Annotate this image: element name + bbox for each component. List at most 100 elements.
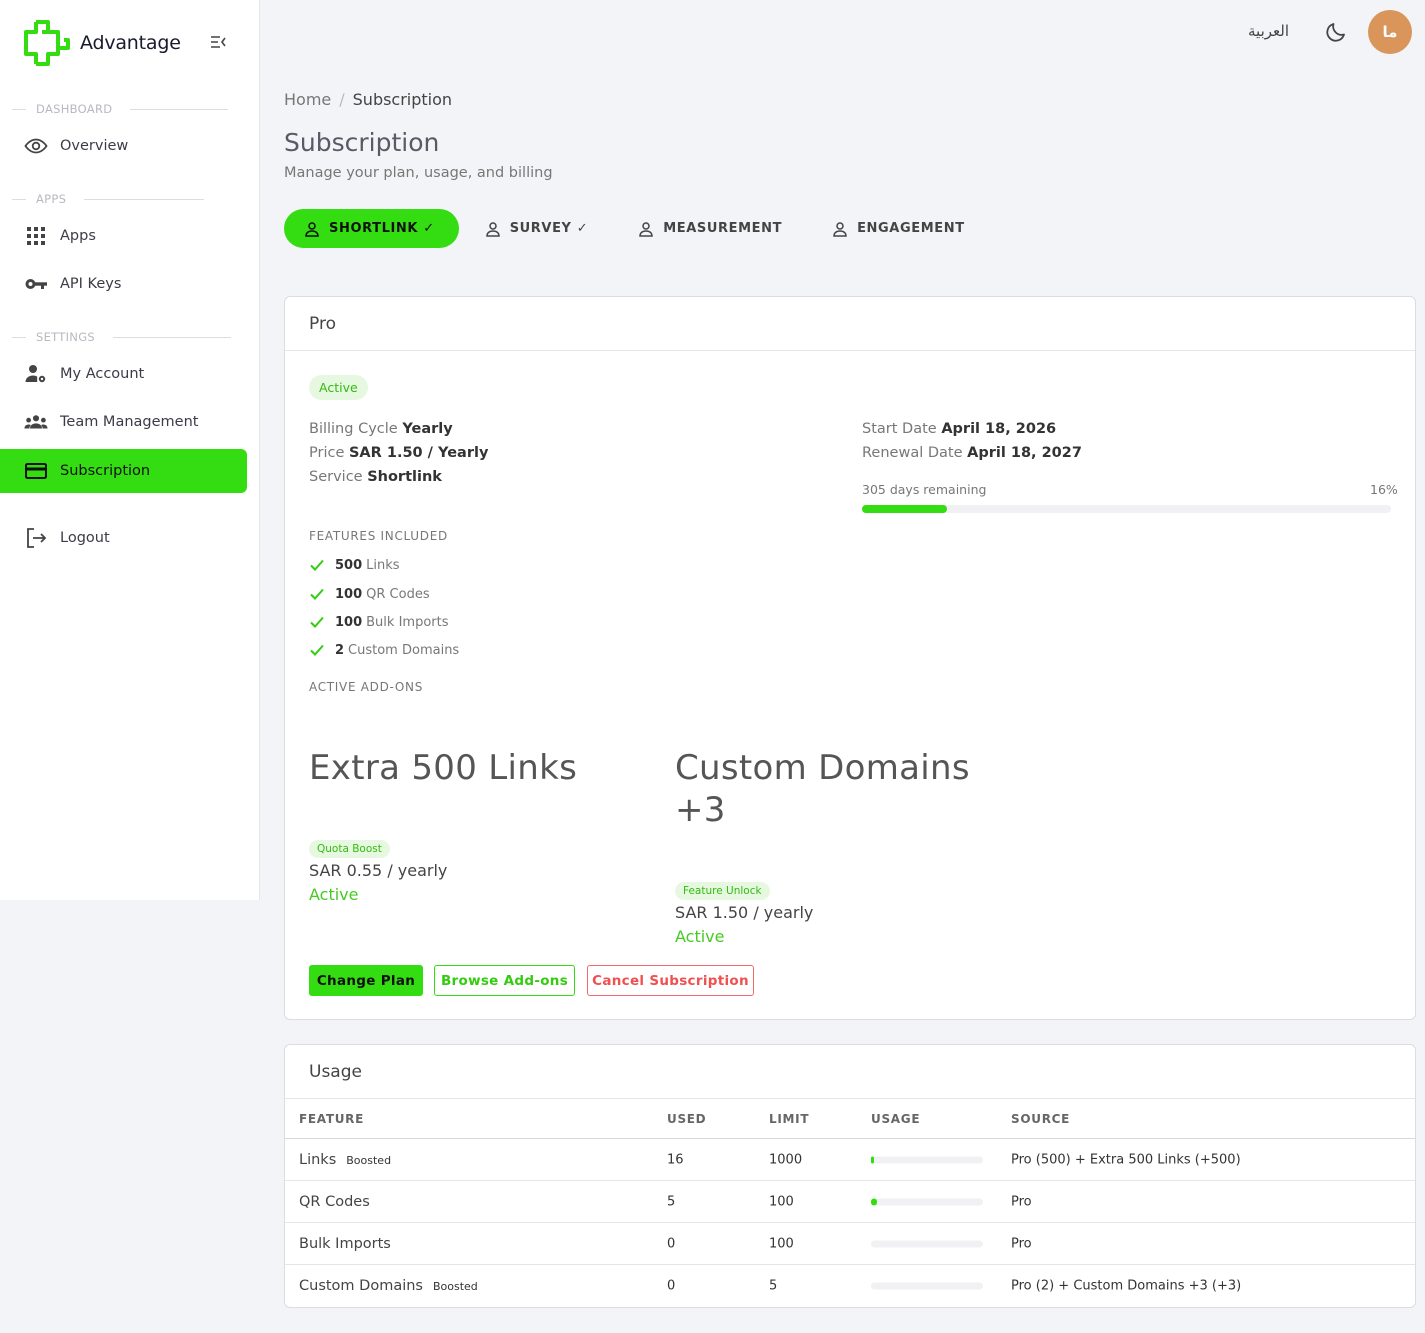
feature-item: 100 QR Codes (309, 586, 430, 602)
sidebar-item-apps[interactable]: Apps (0, 214, 247, 258)
user-gear-icon (24, 362, 48, 386)
addon-price: SAR 1.50 / yearly (675, 903, 814, 922)
language-switch[interactable]: العربية (1248, 22, 1289, 40)
usage-bar-cell (871, 1198, 983, 1205)
limit-cell: 100 (769, 1194, 794, 1209)
breadcrumb: Home / Subscription (284, 90, 453, 109)
feature-cell: Bulk Imports (299, 1235, 391, 1252)
service-tabs: SHORTLINK ✓ SURVEY ✓ MEASUREMENT ENGAGEM… (284, 209, 995, 248)
section-label-dashboard: DASHBOARD (12, 102, 229, 116)
user-icon (485, 221, 500, 237)
check-icon (310, 616, 324, 628)
tab-label: ENGAGEMENT (857, 221, 965, 236)
tab-label: MEASUREMENT (663, 221, 783, 236)
sidebar-item-logout[interactable]: Logout (0, 516, 247, 560)
column-header: FEATURE (299, 1111, 365, 1126)
feature-cell: QR Codes (299, 1193, 370, 1210)
tab-label: SHORTLINK ✓ (329, 221, 435, 236)
boosted-badge: Boosted (432, 1280, 478, 1293)
sidebar-item-label: Logout (60, 530, 110, 546)
plan-name: Pro (285, 297, 1415, 351)
plan-price: Price SAR 1.50 / Yearly (309, 445, 489, 461)
breadcrumb-home[interactable]: Home (284, 90, 332, 109)
source-cell: Pro (1011, 1194, 1032, 1209)
used-cell: 16 (667, 1152, 684, 1167)
start-date: Start Date April 18, 2026 (862, 421, 1057, 437)
addon-name: Extra 500 Links (309, 748, 578, 788)
sidebar-item-overview[interactable]: Overview (0, 124, 247, 168)
tab-shortlink[interactable]: SHORTLINK ✓ (284, 209, 459, 248)
brand-name: Advantage (80, 32, 181, 54)
addon-tag: Feature Unlock (675, 882, 770, 900)
source-cell: Pro (500) + Extra 500 Links (+500) (1011, 1152, 1241, 1167)
collapse-sidebar-icon[interactable] (208, 32, 228, 52)
features-heading: FEATURES INCLUDED (309, 529, 448, 543)
usage-title: Usage (285, 1045, 1415, 1099)
change-plan-button[interactable]: Change Plan (309, 965, 423, 996)
plan-service: Service Shortlink (309, 469, 442, 485)
usage-bar (871, 1198, 983, 1205)
key-icon (24, 272, 48, 296)
source-cell: Pro (1011, 1236, 1032, 1251)
page-subtitle: Manage your plan, usage, and billing (284, 165, 553, 181)
grid-icon (24, 224, 48, 248)
addon-status: Active (309, 885, 359, 904)
feature-item: 500 Links (309, 557, 400, 573)
brand-logo[interactable]: Advantage (22, 18, 181, 68)
sidebar-item-subscription[interactable]: Subscription (0, 449, 247, 493)
sidebar-item-label: My Account (60, 366, 145, 382)
sidebar-item-api-keys[interactable]: API Keys (0, 262, 247, 306)
cancel-subscription-button[interactable]: Cancel Subscription (587, 965, 754, 996)
usage-bar (871, 1156, 983, 1163)
avatar[interactable]: ما (1368, 10, 1412, 54)
usage-table: FEATURE USED LIMIT USAGE SOURCE Links Boo… (285, 1099, 1415, 1307)
renewal-date: Renewal Date April 18, 2027 (862, 445, 1082, 461)
boosted-badge: Boosted (346, 1153, 392, 1167)
used-cell: 5 (667, 1194, 676, 1209)
usage-card: Usage FEATURE USED LIMIT USAGE SOURCE Li… (284, 1044, 1416, 1308)
tab-survey[interactable]: SURVEY ✓ (465, 209, 613, 248)
sidebar-item-label: Team Management (60, 414, 199, 430)
dark-mode-toggle[interactable] (1324, 20, 1348, 44)
credit-card-icon (24, 459, 48, 483)
addon-tag: Quota Boost (309, 840, 390, 858)
status-badge: Active (309, 375, 368, 400)
sidebar-item-label: Subscription (60, 463, 151, 479)
limit-cell: 5 (769, 1278, 778, 1294)
table-row: Custom Domains Boosted 0 5 Pro (2) + Cust… (285, 1265, 1415, 1307)
sidebar: Advantage DASHBOARD Overview APPS Apps A… (0, 0, 260, 900)
browse-addons-button[interactable]: Browse Add-ons (434, 965, 575, 996)
plan-card: Pro Active Billing Cycle Yearly Price SA… (284, 296, 1416, 1020)
usage-bar-cell (871, 1156, 983, 1163)
usage-bar-cell (871, 1240, 983, 1247)
column-header: SOURCE (1011, 1111, 1071, 1126)
tab-engagement[interactable]: ENGAGEMENT (812, 209, 989, 248)
addon-name: Custom Domains +3 (675, 748, 970, 830)
team-icon (24, 410, 48, 434)
usage-bar (871, 1282, 983, 1290)
progress-percent: 16% (1370, 482, 1398, 497)
column-header: LIMIT (769, 1111, 810, 1126)
table-row: Bulk Imports 0 100 Pro (285, 1223, 1415, 1265)
section-label-apps: APPS (12, 192, 205, 206)
usage-bar (871, 1240, 983, 1247)
section-label-settings: SETTINGS (12, 330, 232, 344)
check-icon (310, 644, 324, 656)
sidebar-item-my-account[interactable]: My Account (0, 352, 247, 396)
addons-heading: ACTIVE ADD-ONS (309, 680, 424, 694)
sidebar-item-label: Overview (60, 138, 129, 154)
feature-cell: Custom Domains Boosted (299, 1278, 478, 1294)
limit-cell: 1000 (769, 1152, 803, 1167)
user-icon (639, 221, 653, 237)
used-cell: 0 (667, 1236, 676, 1251)
subscription-progress-bar (862, 505, 1391, 513)
sidebar-item-team-management[interactable]: Team Management (0, 400, 247, 444)
user-icon (833, 221, 847, 237)
billing-cycle: Billing Cycle Yearly (309, 421, 453, 437)
feature-cell: Links Boosted (299, 1151, 392, 1168)
feature-item: 2 Custom Domains (309, 642, 459, 658)
page-title: Subscription (284, 128, 440, 157)
usage-bar-cell (871, 1282, 983, 1290)
limit-cell: 100 (769, 1236, 794, 1251)
tab-measurement[interactable]: MEASUREMENT (618, 209, 806, 248)
